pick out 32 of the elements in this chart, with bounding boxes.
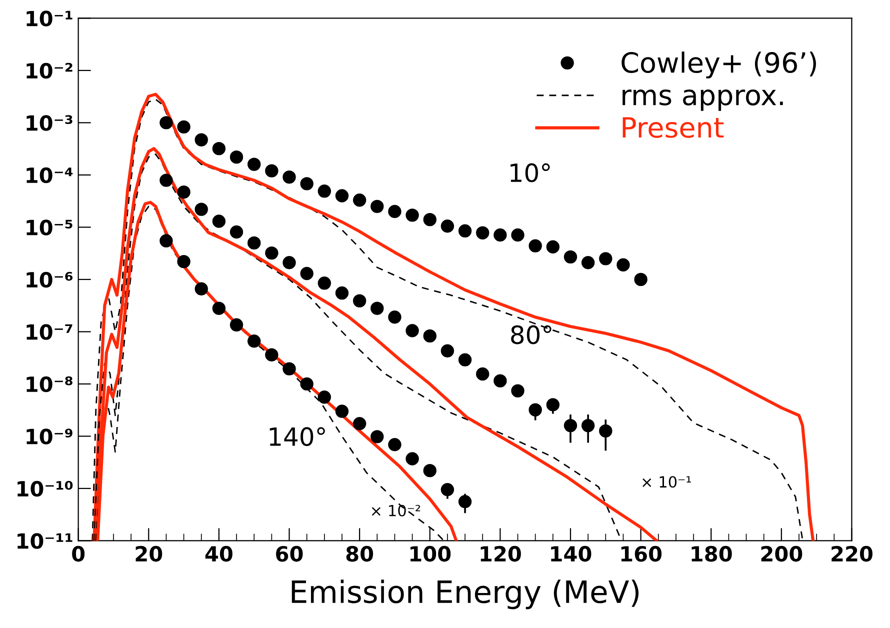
- legend-label: rms approx.: [622, 90, 783, 111]
- x-axis-title: Emission Energy (MeV): [292, 580, 639, 610]
- annotation: 140°: [270, 427, 325, 446]
- legend-label: Present: [622, 117, 724, 138]
- x-tick-label: 20: [136, 546, 162, 562]
- y-tick-label: 10⁻⁴: [26, 167, 73, 184]
- y-tick-label: 10⁻¹¹: [18, 533, 72, 549]
- y-tick-label: 10⁻⁹: [26, 428, 72, 444]
- legend-label: Cowley+ (96’): [622, 52, 816, 78]
- x-tick-label: 160: [621, 546, 662, 562]
- x-tick-label: 120: [480, 546, 521, 562]
- y-tick-label: 10⁻²: [26, 62, 72, 79]
- x-tick-label: 80: [346, 546, 374, 562]
- y-tick-label: 10⁻⁶: [26, 272, 73, 288]
- y-tick-label: 10⁻⁷: [26, 324, 72, 340]
- annotation: 10°: [510, 163, 550, 182]
- y-tick-label: 10⁻³: [26, 115, 72, 131]
- x-tick-label: 200: [761, 546, 802, 562]
- x-tick-label: 180: [692, 546, 732, 562]
- y-tick-label: 10⁻⁸: [26, 376, 72, 392]
- x-tick-label: 0: [72, 546, 85, 562]
- x-tick-label: 140: [551, 546, 592, 562]
- y-tick-label: 10⁻¹: [26, 10, 72, 26]
- annotation: 80°: [511, 325, 552, 344]
- x-tick-label: 100: [410, 546, 451, 562]
- y-tick-label: 10⁻¹⁰: [18, 480, 73, 497]
- annotation: × 10⁻¹: [642, 476, 691, 488]
- x-tick-label: 220: [832, 546, 872, 562]
- y-tick-label: 10⁻⁵: [26, 220, 72, 236]
- x-tick-label: 40: [205, 546, 232, 562]
- annotation: × 10⁻²: [372, 504, 420, 516]
- x-tick-label: 60: [276, 546, 303, 562]
